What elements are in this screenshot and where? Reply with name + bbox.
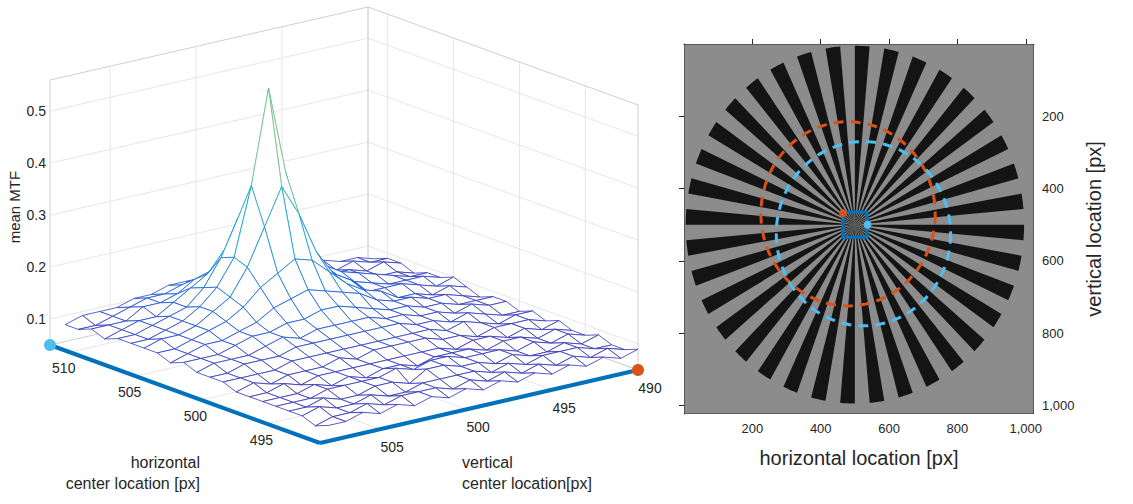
- svg-text:500: 500: [466, 419, 490, 435]
- svg-text:0.4: 0.4: [27, 155, 47, 171]
- svg-text:horizontal: horizontal: [131, 454, 200, 471]
- svg-text:200: 200: [1042, 109, 1064, 124]
- svg-text:0.2: 0.2: [27, 259, 47, 275]
- svg-text:1,000: 1,000: [1042, 398, 1075, 413]
- svg-text:vertical: vertical: [462, 454, 513, 471]
- svg-text:0.5: 0.5: [27, 103, 47, 119]
- svg-text:200: 200: [742, 421, 764, 436]
- svg-text:800: 800: [947, 421, 969, 436]
- svg-text:800: 800: [1042, 326, 1064, 341]
- svg-text:495: 495: [552, 400, 576, 416]
- svg-text:490: 490: [638, 380, 662, 396]
- svg-text:mean MTF: mean MTF: [6, 171, 23, 244]
- svg-text:400: 400: [810, 421, 832, 436]
- svg-text:0.3: 0.3: [27, 207, 47, 223]
- svg-text:0.1: 0.1: [27, 311, 47, 327]
- svg-text:400: 400: [1042, 181, 1064, 196]
- svg-text:505: 505: [118, 384, 142, 400]
- svg-text:1,000: 1,000: [1010, 421, 1043, 436]
- svg-text:510: 510: [52, 360, 76, 376]
- svg-text:600: 600: [1042, 253, 1064, 268]
- svg-text:center location[px]: center location[px]: [462, 475, 592, 492]
- svg-text:500: 500: [184, 408, 208, 424]
- svg-text:center location [px]: center location [px]: [66, 475, 200, 492]
- svg-text:horizontal location [px]: horizontal location [px]: [759, 447, 958, 469]
- svg-text:vertical location [px]: vertical location [px]: [1083, 141, 1105, 317]
- svg-text:600: 600: [878, 421, 900, 436]
- svg-text:505: 505: [380, 439, 404, 455]
- svg-text:495: 495: [250, 432, 274, 448]
